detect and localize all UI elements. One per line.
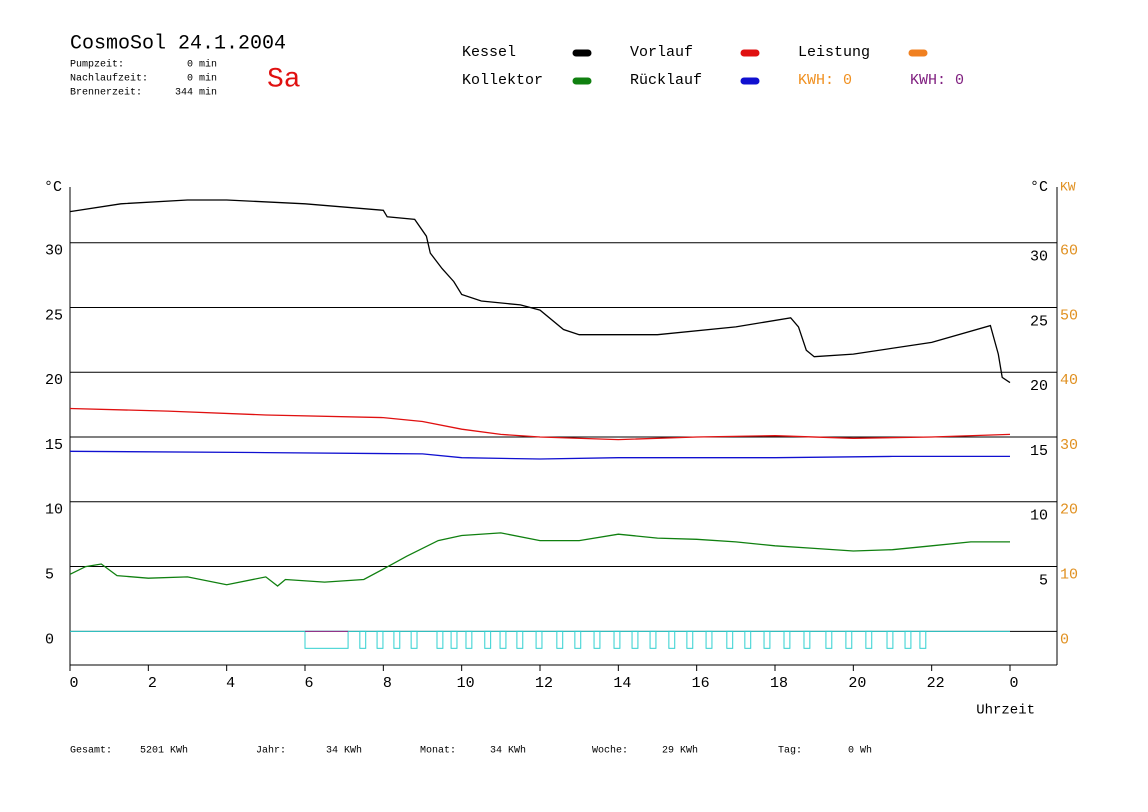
pulse	[516, 630, 524, 649]
series-line	[69, 199, 1011, 384]
legend-label: Rücklauf	[630, 72, 702, 89]
y-right-tick-label: 15	[1030, 443, 1048, 460]
x-tick-label: 16	[692, 675, 710, 692]
pulse	[410, 630, 418, 649]
y2-tick-label: 20	[1060, 502, 1078, 519]
y-right-tick-label: 25	[1030, 313, 1048, 330]
footer-label: Tag:	[778, 746, 802, 757]
pulse	[574, 630, 582, 649]
y2-tick-label: 0	[1060, 631, 1069, 648]
footer-label: Woche:	[592, 745, 628, 757]
y2-tick-label: 60	[1060, 243, 1078, 260]
pulse	[376, 630, 384, 649]
pulse	[304, 630, 349, 649]
x-tick-label: 22	[927, 675, 945, 692]
x-tick-label: 6	[304, 675, 313, 692]
footer-value: 29 KWh	[662, 745, 698, 757]
pulse	[556, 630, 564, 649]
pulse	[686, 630, 694, 649]
y-tick-label: 10	[45, 502, 63, 519]
pulse	[465, 630, 473, 649]
y-right-tick-label: 5	[1039, 573, 1048, 590]
y-label: °C	[44, 179, 62, 196]
y-tick-label: 15	[45, 437, 63, 454]
day: Sa	[267, 64, 301, 95]
x-tick-label: 18	[770, 675, 788, 692]
x-tick-label: 10	[457, 675, 475, 692]
pulse	[744, 630, 752, 649]
y2-tick-label: 30	[1060, 437, 1078, 454]
y-tick-label: 0	[45, 631, 54, 648]
y2-tick-label: 40	[1060, 372, 1078, 389]
pulse	[450, 630, 458, 649]
chart-title: CosmoSol 24.1.2004	[70, 32, 286, 55]
pulse	[726, 630, 734, 649]
info-value: 0 min	[187, 59, 217, 71]
info-label: Brennerzeit:	[70, 87, 142, 99]
x-tick-label: 14	[613, 675, 631, 692]
x-tick-label: 0	[69, 675, 78, 692]
y-tick-label: 30	[45, 243, 63, 260]
pulse	[668, 630, 676, 649]
pulse	[613, 630, 621, 649]
legend-label: Kollektor	[462, 72, 543, 89]
pulse	[845, 630, 853, 649]
pulse	[865, 630, 873, 649]
y-tick-label: 5	[45, 567, 54, 584]
y-tick-label: 25	[45, 307, 63, 324]
pulse	[393, 630, 401, 649]
legend-label: Vorlauf	[630, 44, 693, 61]
x-tick-label: 12	[535, 675, 553, 692]
x-tick-label: 8	[383, 675, 392, 692]
info-label: Pumpzeit:	[70, 59, 124, 71]
pulse	[919, 630, 927, 649]
pulse	[705, 630, 713, 649]
series-line	[69, 450, 1010, 460]
x-tick-label: 2	[148, 675, 157, 692]
pulse	[803, 630, 811, 649]
x-tick-label: 4	[226, 675, 235, 692]
pulse	[825, 630, 833, 649]
series-line	[69, 407, 1011, 441]
pulse	[783, 630, 791, 649]
pulse	[886, 630, 894, 649]
pulse	[499, 630, 507, 649]
legend-label: Kessel	[462, 44, 516, 61]
pulse	[904, 630, 912, 649]
series-line	[69, 532, 1010, 587]
footer-label: Monat:	[420, 746, 456, 757]
pulse	[535, 630, 543, 649]
kwh-label: KWH: 0	[798, 72, 852, 89]
y-right-tick-label: 30	[1030, 249, 1048, 266]
y-tick-label: 20	[45, 372, 63, 389]
y2-tick-label: 10	[1060, 567, 1078, 584]
pulse	[593, 630, 601, 649]
x-label: Uhrzeit	[976, 703, 1035, 719]
y2-label: KW	[1060, 179, 1076, 194]
y-right-tick-label: 20	[1030, 378, 1048, 395]
pulse	[649, 630, 657, 649]
footer-value: 0 Wh	[848, 745, 872, 757]
info-label: Nachlaufzeit:	[70, 73, 148, 85]
y-right-tick-label: 10	[1030, 508, 1048, 525]
footer-label: Gesamt:	[70, 746, 112, 757]
info-value: 0 min	[187, 73, 217, 85]
x-tick-label: 20	[848, 675, 866, 692]
kwh-label: KWH: 0	[910, 72, 964, 89]
footer-value: 34 KWh	[490, 745, 526, 757]
pulse	[763, 630, 771, 649]
y2-label-c: °C	[1030, 179, 1048, 196]
pulse	[631, 630, 639, 649]
x-tick-label: 0	[1009, 675, 1018, 692]
pulse	[436, 630, 444, 649]
footer-value: 5201 KWh	[140, 745, 188, 757]
pulse	[359, 630, 367, 649]
y2-tick-label: 50	[1060, 307, 1078, 324]
legend-label: Leistung	[798, 44, 870, 61]
info-value: 344 min	[175, 87, 217, 99]
pulse	[484, 630, 492, 649]
footer-value: 34 KWh	[326, 745, 362, 757]
footer-label: Jahr:	[256, 745, 286, 757]
